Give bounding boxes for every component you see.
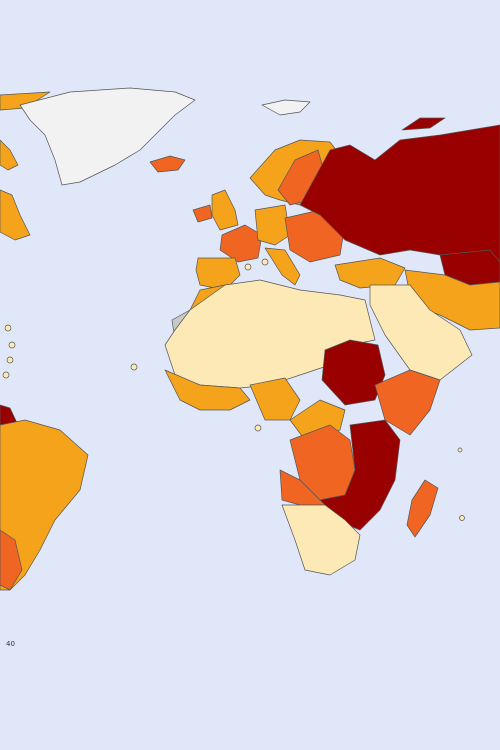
arabia — [369, 284, 473, 381]
country — [0, 139, 19, 171]
country — [0, 189, 31, 241]
france — [219, 224, 263, 263]
west-africa — [164, 369, 251, 411]
argentina — [0, 529, 23, 591]
nigeria — [249, 377, 301, 421]
brazil — [0, 419, 89, 591]
annotation: 40 — [6, 640, 15, 648]
arctic-island — [401, 117, 446, 131]
east-africa — [319, 419, 401, 531]
iceland — [149, 155, 186, 173]
greenland — [19, 87, 196, 186]
uk — [211, 189, 239, 231]
germany — [254, 204, 291, 246]
madagascar — [406, 479, 439, 538]
islands — [2, 258, 465, 521]
italy — [264, 247, 301, 286]
ireland — [192, 204, 213, 223]
svalbard — [261, 99, 311, 116]
southern-africa — [281, 504, 361, 576]
russia — [299, 124, 500, 273]
